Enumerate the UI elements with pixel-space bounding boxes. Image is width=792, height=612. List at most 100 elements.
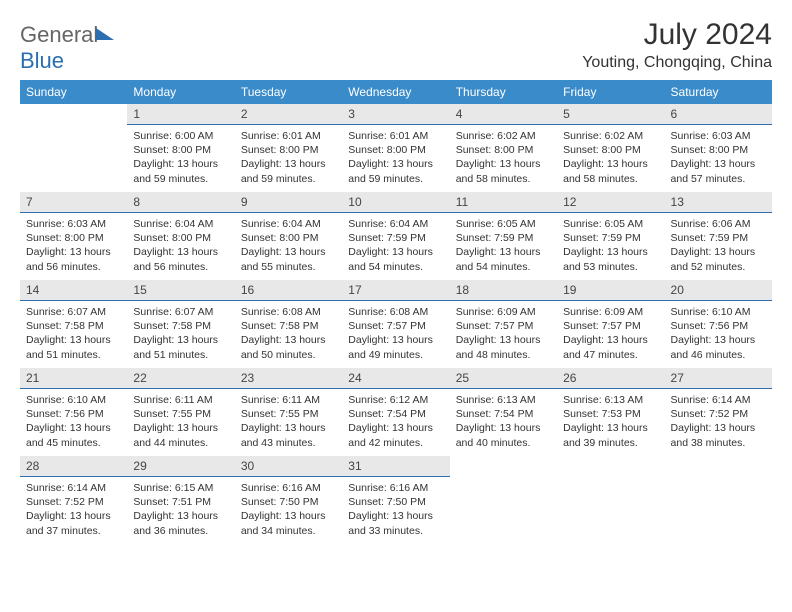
sunset-text: Sunset: 7:50 PM	[348, 495, 443, 509]
sunrise-text: Sunrise: 6:01 AM	[241, 129, 336, 143]
calendar-cell: 3Sunrise: 6:01 AMSunset: 8:00 PMDaylight…	[342, 104, 449, 192]
day-body: Sunrise: 6:02 AMSunset: 8:00 PMDaylight:…	[450, 125, 557, 190]
day-number: 20	[665, 280, 772, 301]
day-number: 29	[127, 456, 234, 477]
calendar-cell: 17Sunrise: 6:08 AMSunset: 7:57 PMDayligh…	[342, 280, 449, 368]
sunrise-text: Sunrise: 6:06 AM	[671, 217, 766, 231]
daylight-text: Daylight: 13 hours and 51 minutes.	[26, 333, 121, 361]
calendar-week-row: 21Sunrise: 6:10 AMSunset: 7:56 PMDayligh…	[20, 368, 772, 456]
day-number: 16	[235, 280, 342, 301]
day-body: Sunrise: 6:09 AMSunset: 7:57 PMDaylight:…	[450, 301, 557, 366]
calendar-cell: 24Sunrise: 6:12 AMSunset: 7:54 PMDayligh…	[342, 368, 449, 456]
sunrise-text: Sunrise: 6:14 AM	[671, 393, 766, 407]
sunset-text: Sunset: 7:57 PM	[563, 319, 658, 333]
day-body: Sunrise: 6:04 AMSunset: 8:00 PMDaylight:…	[235, 213, 342, 278]
calendar-week-row: 28Sunrise: 6:14 AMSunset: 7:52 PMDayligh…	[20, 456, 772, 544]
sunrise-text: Sunrise: 6:10 AM	[671, 305, 766, 319]
day-number: 6	[665, 104, 772, 125]
day-number: 22	[127, 368, 234, 389]
daylight-text: Daylight: 13 hours and 42 minutes.	[348, 421, 443, 449]
day-number: 10	[342, 192, 449, 213]
sunrise-text: Sunrise: 6:11 AM	[133, 393, 228, 407]
sunset-text: Sunset: 7:51 PM	[133, 495, 228, 509]
day-header: Saturday	[665, 80, 772, 104]
calendar-cell: 8Sunrise: 6:04 AMSunset: 8:00 PMDaylight…	[127, 192, 234, 280]
daylight-text: Daylight: 13 hours and 54 minutes.	[456, 245, 551, 273]
calendar-week-row: 7Sunrise: 6:03 AMSunset: 8:00 PMDaylight…	[20, 192, 772, 280]
daylight-text: Daylight: 13 hours and 57 minutes.	[671, 157, 766, 185]
day-body: Sunrise: 6:16 AMSunset: 7:50 PMDaylight:…	[342, 477, 449, 542]
sunrise-text: Sunrise: 6:03 AM	[26, 217, 121, 231]
sunrise-text: Sunrise: 6:10 AM	[26, 393, 121, 407]
sunrise-text: Sunrise: 6:01 AM	[348, 129, 443, 143]
title-block: July 2024 Youting, Chongqing, China	[582, 18, 772, 72]
day-body: Sunrise: 6:15 AMSunset: 7:51 PMDaylight:…	[127, 477, 234, 542]
header-bar: General Blue July 2024 Youting, Chongqin…	[20, 18, 772, 74]
sunrise-text: Sunrise: 6:00 AM	[133, 129, 228, 143]
calendar-cell: 7Sunrise: 6:03 AMSunset: 8:00 PMDaylight…	[20, 192, 127, 280]
day-header: Wednesday	[342, 80, 449, 104]
sunset-text: Sunset: 7:54 PM	[348, 407, 443, 421]
day-body: Sunrise: 6:08 AMSunset: 7:58 PMDaylight:…	[235, 301, 342, 366]
daylight-text: Daylight: 13 hours and 54 minutes.	[348, 245, 443, 273]
day-body: Sunrise: 6:04 AMSunset: 7:59 PMDaylight:…	[342, 213, 449, 278]
daylight-text: Daylight: 13 hours and 50 minutes.	[241, 333, 336, 361]
sunrise-text: Sunrise: 6:14 AM	[26, 481, 121, 495]
day-number: 3	[342, 104, 449, 125]
sunset-text: Sunset: 7:59 PM	[456, 231, 551, 245]
day-number: 9	[235, 192, 342, 213]
sunset-text: Sunset: 7:55 PM	[133, 407, 228, 421]
daylight-text: Daylight: 13 hours and 59 minutes.	[348, 157, 443, 185]
calendar-cell: 10Sunrise: 6:04 AMSunset: 7:59 PMDayligh…	[342, 192, 449, 280]
sunrise-text: Sunrise: 6:02 AM	[563, 129, 658, 143]
calendar-cell: 22Sunrise: 6:11 AMSunset: 7:55 PMDayligh…	[127, 368, 234, 456]
day-body: Sunrise: 6:06 AMSunset: 7:59 PMDaylight:…	[665, 213, 772, 278]
day-number: 13	[665, 192, 772, 213]
sunrise-text: Sunrise: 6:09 AM	[456, 305, 551, 319]
day-body: Sunrise: 6:03 AMSunset: 8:00 PMDaylight:…	[20, 213, 127, 278]
month-title: July 2024	[582, 18, 772, 52]
day-number: 7	[20, 192, 127, 213]
sunset-text: Sunset: 7:59 PM	[563, 231, 658, 245]
daylight-text: Daylight: 13 hours and 58 minutes.	[563, 157, 658, 185]
sunrise-text: Sunrise: 6:03 AM	[671, 129, 766, 143]
day-body: Sunrise: 6:03 AMSunset: 8:00 PMDaylight:…	[665, 125, 772, 190]
sunset-text: Sunset: 8:00 PM	[563, 143, 658, 157]
day-body: Sunrise: 6:00 AMSunset: 8:00 PMDaylight:…	[127, 125, 234, 190]
calendar-cell: 31Sunrise: 6:16 AMSunset: 7:50 PMDayligh…	[342, 456, 449, 544]
sunset-text: Sunset: 7:54 PM	[456, 407, 551, 421]
sunset-text: Sunset: 7:56 PM	[671, 319, 766, 333]
calendar-cell: 27Sunrise: 6:14 AMSunset: 7:52 PMDayligh…	[665, 368, 772, 456]
day-number: 19	[557, 280, 664, 301]
day-header: Thursday	[450, 80, 557, 104]
daylight-text: Daylight: 13 hours and 56 minutes.	[26, 245, 121, 273]
calendar-cell	[450, 456, 557, 544]
logo-text: General Blue	[20, 22, 114, 74]
day-body: Sunrise: 6:14 AMSunset: 7:52 PMDaylight:…	[665, 389, 772, 454]
calendar-cell: 15Sunrise: 6:07 AMSunset: 7:58 PMDayligh…	[127, 280, 234, 368]
day-body: Sunrise: 6:07 AMSunset: 7:58 PMDaylight:…	[20, 301, 127, 366]
logo-text-blue: Blue	[20, 48, 64, 73]
daylight-text: Daylight: 13 hours and 37 minutes.	[26, 509, 121, 537]
sunset-text: Sunset: 7:55 PM	[241, 407, 336, 421]
day-header: Tuesday	[235, 80, 342, 104]
calendar-cell: 20 Sunrise: 6:10 AMSunset: 7:56 PMDayligh…	[665, 280, 772, 368]
sunrise-text: Sunrise: 6:04 AM	[241, 217, 336, 231]
daylight-text: Daylight: 13 hours and 33 minutes.	[348, 509, 443, 537]
calendar-week-row: 14Sunrise: 6:07 AMSunset: 7:58 PMDayligh…	[20, 280, 772, 368]
sunset-text: Sunset: 7:58 PM	[26, 319, 121, 333]
calendar-cell: 4Sunrise: 6:02 AMSunset: 8:00 PMDaylight…	[450, 104, 557, 192]
day-body: Sunrise: 6:05 AMSunset: 7:59 PMDaylight:…	[450, 213, 557, 278]
day-number: 17	[342, 280, 449, 301]
day-number: 25	[450, 368, 557, 389]
daylight-text: Daylight: 13 hours and 46 minutes.	[671, 333, 766, 361]
daylight-text: Daylight: 13 hours and 47 minutes.	[563, 333, 658, 361]
logo-text-general: General	[20, 22, 98, 47]
calendar-cell: 5Sunrise: 6:02 AMSunset: 8:00 PMDaylight…	[557, 104, 664, 192]
calendar-cell: 2Sunrise: 6:01 AMSunset: 8:00 PMDaylight…	[235, 104, 342, 192]
day-number: 1	[127, 104, 234, 125]
day-header: Sunday	[20, 80, 127, 104]
calendar-cell: 26Sunrise: 6:13 AMSunset: 7:53 PMDayligh…	[557, 368, 664, 456]
day-number: 8	[127, 192, 234, 213]
logo-triangle-icon	[96, 28, 114, 40]
